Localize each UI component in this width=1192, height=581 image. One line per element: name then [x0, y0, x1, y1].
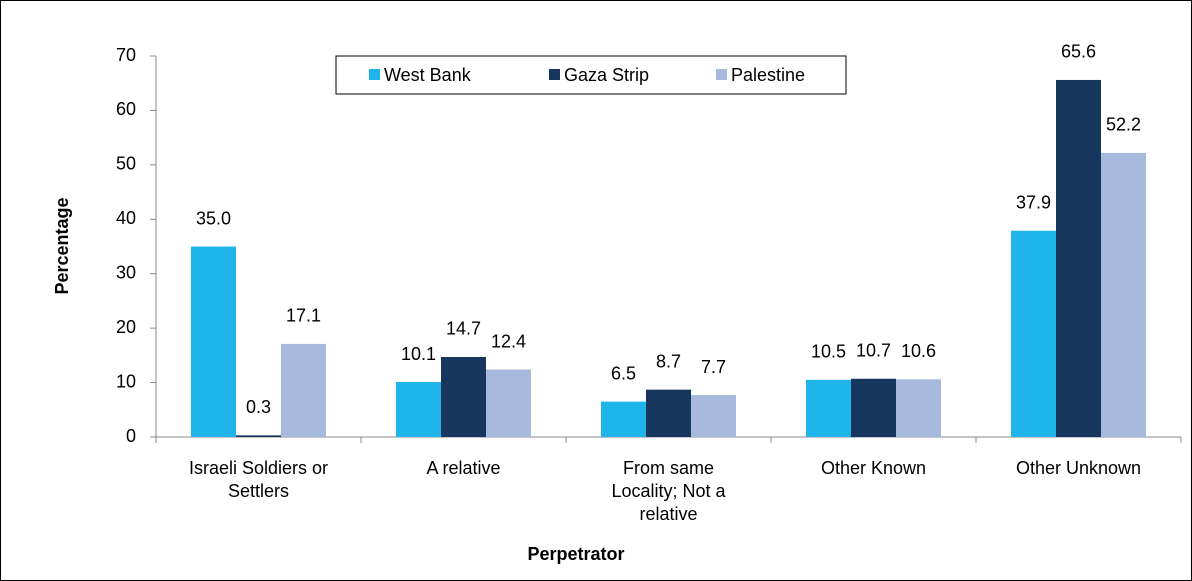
- data-label: 35.0: [196, 208, 231, 228]
- y-axis-title: Percentage: [52, 197, 72, 294]
- legend-label: West Bank: [384, 65, 472, 85]
- y-tick-label: 30: [116, 262, 136, 282]
- legend-box: [335, 55, 847, 95]
- x-tick-label: A relative: [426, 458, 501, 478]
- data-label: 10.7: [856, 341, 891, 361]
- bar: [191, 246, 236, 437]
- x-tick-label: Israeli Soldiers or Settlers: [188, 458, 329, 501]
- data-label: 10.6: [901, 341, 936, 361]
- data-label: 10.1: [401, 344, 436, 364]
- bar: [806, 379, 851, 437]
- y-tick-label: 10: [116, 371, 136, 391]
- bar: [896, 379, 941, 437]
- data-label: 7.7: [701, 357, 726, 377]
- x-axis-title: Perpetrator: [527, 544, 624, 564]
- bar: [236, 435, 281, 437]
- data-label: 12.4: [491, 331, 526, 351]
- bar: [1056, 79, 1101, 437]
- bar: [486, 369, 531, 437]
- legend-swatch: [369, 69, 380, 80]
- data-label: 52.2: [1106, 115, 1141, 135]
- bar: [601, 401, 646, 437]
- bar: [281, 343, 326, 437]
- data-label: 10.5: [811, 342, 846, 362]
- data-label: 37.9: [1016, 192, 1051, 212]
- data-label: 8.7: [656, 351, 681, 371]
- bar: [646, 389, 691, 437]
- y-tick-label: 0: [126, 426, 136, 446]
- y-tick-label: 50: [116, 154, 136, 174]
- bar: [441, 356, 486, 437]
- legend-label: Palestine: [731, 65, 805, 85]
- bar: [851, 378, 896, 437]
- x-tick-label: Other Unknown: [1015, 458, 1142, 478]
- bar: [1011, 230, 1056, 437]
- y-tick-label: 70: [116, 45, 136, 65]
- data-label: 65.6: [1061, 42, 1096, 62]
- x-tick-label: From same Locality; Not a relative: [611, 458, 726, 524]
- legend-swatch: [549, 69, 560, 80]
- legend-label: Gaza Strip: [564, 65, 649, 85]
- legend-swatch: [716, 69, 727, 80]
- data-label: 14.7: [446, 319, 481, 339]
- data-label: 6.5: [611, 363, 636, 383]
- bar: [691, 395, 736, 437]
- data-label: 17.1: [286, 306, 321, 326]
- y-tick-label: 20: [116, 317, 136, 337]
- x-tick-label: Other Known: [820, 458, 927, 478]
- data-label: 0.3: [246, 397, 271, 417]
- bar: [1101, 152, 1146, 437]
- y-tick-label: 60: [116, 99, 136, 119]
- bar: [396, 382, 441, 437]
- y-tick-label: 40: [116, 208, 136, 228]
